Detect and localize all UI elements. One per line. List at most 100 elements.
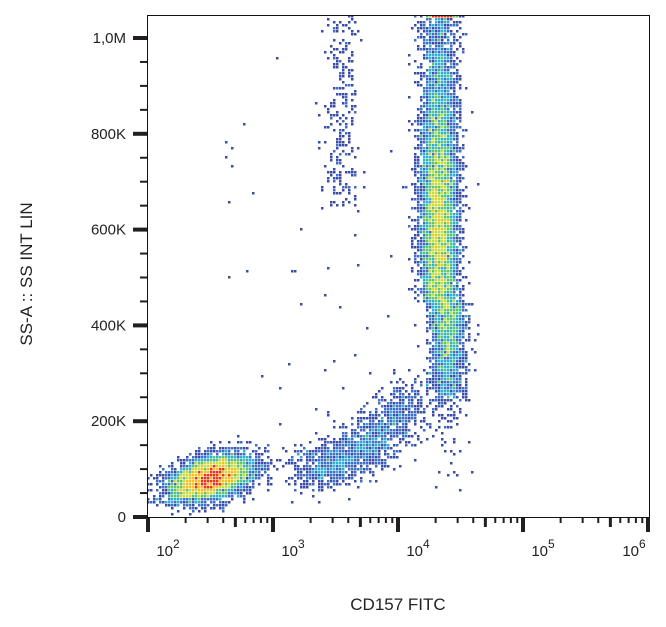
event-dot (309, 483, 312, 486)
event-dot (426, 120, 429, 123)
event-dot (441, 342, 444, 345)
event-dot (423, 114, 426, 117)
event-dot (186, 501, 189, 504)
event-dot (171, 468, 174, 471)
event-dot (309, 471, 312, 474)
event-dot (408, 54, 411, 57)
event-dot (174, 477, 177, 480)
event-dot (189, 495, 192, 498)
event-dot (312, 450, 315, 453)
event-dot (438, 33, 441, 36)
event-dot (453, 357, 456, 360)
event-dot (336, 48, 339, 51)
event-dot (324, 165, 327, 168)
event-dot (429, 189, 432, 192)
event-dot (387, 411, 390, 414)
event-dot (453, 288, 456, 291)
event-dot (462, 15, 465, 18)
event-dot (438, 168, 441, 171)
event-dot (453, 348, 456, 351)
event-dot (447, 360, 450, 363)
event-dot (168, 504, 171, 507)
event-dot (423, 39, 426, 42)
event-dot (453, 306, 456, 309)
event-dot (330, 102, 333, 105)
event-dot (435, 138, 438, 141)
event-dot (186, 468, 189, 471)
event-dot (432, 324, 435, 327)
event-dot (423, 30, 426, 33)
event-dot (375, 426, 378, 429)
event-dot (459, 333, 462, 336)
event-dot (453, 294, 456, 297)
event-dot (444, 294, 447, 297)
event-dot (195, 465, 198, 468)
event-dot (195, 477, 198, 480)
event-dot (336, 87, 339, 90)
event-dot (177, 456, 180, 459)
event-dot (435, 18, 438, 21)
event-dot (363, 450, 366, 453)
event-dot (315, 102, 318, 105)
event-dot (174, 486, 177, 489)
event-dot (426, 84, 429, 87)
event-dot (348, 444, 351, 447)
event-dot (243, 462, 246, 465)
event-dot (438, 156, 441, 159)
event-dot (171, 483, 174, 486)
event-dot (348, 57, 351, 60)
event-dot (450, 249, 453, 252)
event-dot (375, 444, 378, 447)
event-dot (300, 456, 303, 459)
event-dot (213, 498, 216, 501)
event-dot (207, 477, 210, 480)
event-dot (438, 135, 441, 138)
event-dot (441, 18, 444, 21)
event-dot (456, 228, 459, 231)
event-dot (429, 129, 432, 132)
event-dot (435, 342, 438, 345)
event-dot (450, 132, 453, 135)
event-dot (453, 441, 456, 444)
event-dot (414, 168, 417, 171)
event-dot (423, 225, 426, 228)
event-dot (246, 489, 249, 492)
event-dot (423, 201, 426, 204)
event-dot (453, 336, 456, 339)
event-dot (210, 474, 213, 477)
event-dot (234, 468, 237, 471)
event-dot (321, 477, 324, 480)
event-dot (348, 72, 351, 75)
event-dot (351, 432, 354, 435)
event-dot (447, 372, 450, 375)
event-dot (378, 402, 381, 405)
event-dot (447, 219, 450, 222)
event-dot (444, 336, 447, 339)
event-dot (396, 381, 399, 384)
event-dot (192, 504, 195, 507)
event-dot (234, 492, 237, 495)
event-dot (459, 297, 462, 300)
event-dot (435, 189, 438, 192)
event-dot (183, 471, 186, 474)
event-dot (192, 456, 195, 459)
event-dot (441, 219, 444, 222)
event-dot (339, 426, 342, 429)
event-dot (228, 459, 231, 462)
event-dot (180, 483, 183, 486)
event-dot (429, 210, 432, 213)
event-dot (429, 297, 432, 300)
event-dot (339, 453, 342, 456)
event-dot (339, 60, 342, 63)
event-dot (450, 294, 453, 297)
event-dot (312, 462, 315, 465)
event-dot (429, 105, 432, 108)
event-dot (450, 345, 453, 348)
event-dot (453, 414, 456, 417)
event-dot (420, 399, 423, 402)
event-dot (390, 429, 393, 432)
event-dot (417, 48, 420, 51)
event-dot (429, 33, 432, 36)
event-dot (294, 474, 297, 477)
event-dot (459, 117, 462, 120)
